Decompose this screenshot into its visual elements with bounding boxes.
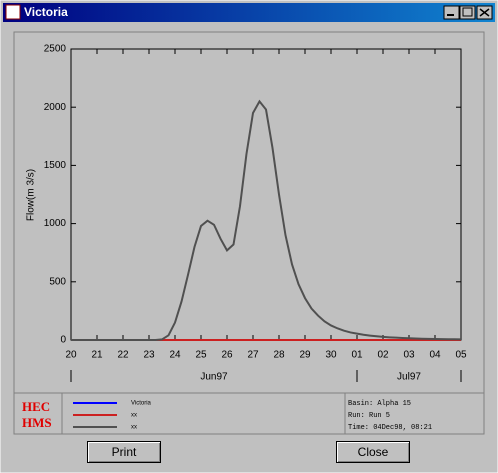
y-axis-label: Flow(m 3/s) <box>26 169 37 221</box>
info-text: Time: 04Dec98, 08:21 <box>348 424 432 432</box>
legend-label: xx <box>131 413 137 419</box>
month-label: Jul97 <box>397 372 421 383</box>
series-line <box>71 99 462 341</box>
legend-label: xx <box>131 425 137 431</box>
x-tick-label: 29 <box>299 350 311 361</box>
x-tick-label: 24 <box>169 350 181 361</box>
info-text: Basin: Alpha 15 <box>348 400 411 408</box>
y-tick-label: 2000 <box>44 102 67 113</box>
x-tick-label: 05 <box>455 350 467 361</box>
info-text: Run: Run 5 <box>348 412 390 420</box>
chart-frame <box>13 31 485 435</box>
y-tick-label: 1000 <box>44 218 67 229</box>
logo: HMS <box>22 415 52 430</box>
close-icon <box>479 8 490 17</box>
x-tick-label: 28 <box>273 350 285 361</box>
x-tick-label: 01 <box>351 350 363 361</box>
x-tick-label: 20 <box>65 350 77 361</box>
x-tick-label: 23 <box>143 350 155 361</box>
legend-label: Victoria <box>131 401 152 407</box>
x-tick-label: 22 <box>117 350 129 361</box>
x-tick-label: 03 <box>403 350 415 361</box>
close-button[interactable]: Close <box>336 441 410 463</box>
y-tick-label: 1500 <box>44 160 67 171</box>
title-bar <box>3 3 495 22</box>
month-label: Jun97 <box>200 372 228 383</box>
x-tick-label: 25 <box>195 350 207 361</box>
print-button[interactable]: Print <box>87 441 161 463</box>
x-tick-label: 21 <box>91 350 103 361</box>
window-title: Victoria <box>24 5 68 19</box>
x-tick-label: 02 <box>377 350 389 361</box>
logo: HEC <box>22 399 50 414</box>
x-tick-label: 26 <box>221 350 233 361</box>
x-tick-label: 04 <box>429 350 441 361</box>
y-tick-label: 2500 <box>44 44 67 55</box>
y-tick-label: 0 <box>60 335 66 346</box>
app-icon <box>5 4 21 20</box>
x-tick-label: 27 <box>247 350 259 361</box>
x-tick-label: 30 <box>325 350 337 361</box>
maximize-icon <box>462 7 473 17</box>
minimize-button[interactable] <box>443 5 460 20</box>
y-tick-label: 500 <box>49 276 66 287</box>
window-controls[interactable] <box>443 5 493 20</box>
